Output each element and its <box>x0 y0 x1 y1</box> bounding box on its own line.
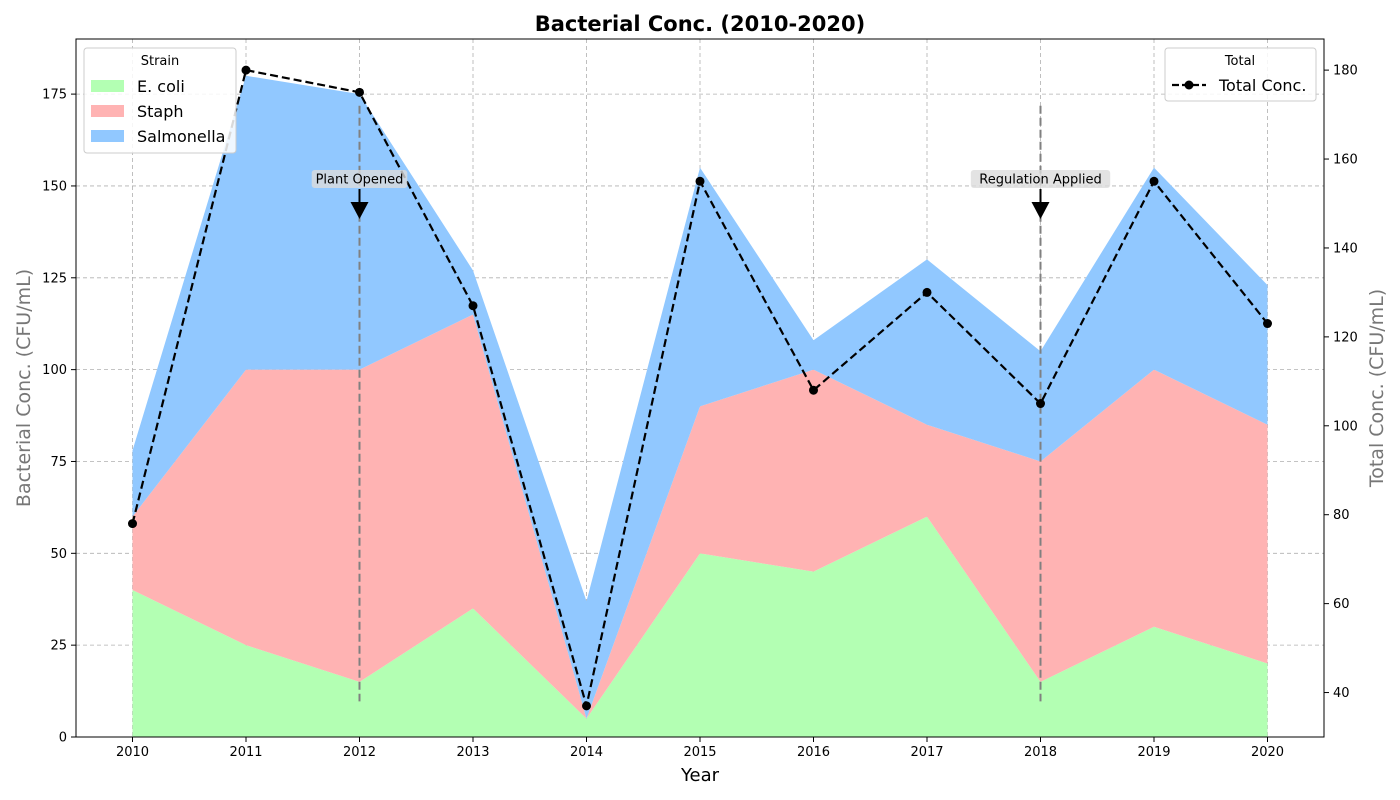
right-axis-label: Total Conc. (CFU/mL) <box>1366 289 1388 488</box>
left-axis-label: Bacterial Conc. (CFU/mL) <box>13 269 35 507</box>
total-legend-title: Total <box>1224 54 1255 69</box>
strain-legend: Strain E. coli Staph Salmonella <box>83 47 237 154</box>
x-tick-label-2013: 2013 <box>456 745 489 760</box>
x-tick-label-2015: 2015 <box>683 745 716 760</box>
annotation-label-plant-opened: Plant Opened <box>316 173 404 188</box>
left-tick-label-150: 150 <box>42 179 67 194</box>
right-tick-label-60: 60 <box>1333 597 1350 612</box>
total-legend-marker <box>1184 80 1194 90</box>
annotation-box-regulation-applied <box>970 170 1111 188</box>
total-point-2020 <box>1263 319 1272 329</box>
left-tick-label-50: 50 <box>50 547 67 562</box>
total-legend: Total Total Conc. <box>1164 47 1317 102</box>
chart-title: Bacterial Conc. (2010-2020) <box>535 12 865 36</box>
left-tick-label-25: 25 <box>50 639 67 654</box>
right-tick-label-120: 120 <box>1333 330 1358 345</box>
left-tick-label-175: 175 <box>42 88 67 103</box>
x-tick-label-2016: 2016 <box>797 745 830 760</box>
x-axis-ticks: 2010 2011 2012 2013 2014 2015 2016 2017 2018 2019… <box>116 737 1284 760</box>
area-staph <box>132 314 1268 719</box>
annotation-arrow-head-regulation-applied <box>1031 202 1050 219</box>
right-tick-label-100: 100 <box>1333 419 1358 434</box>
x-tick-label-2012: 2012 <box>343 745 376 760</box>
total-point-2013 <box>468 301 478 311</box>
area-e-coli <box>132 516 1268 737</box>
legend-swatch-salmonella <box>91 130 124 142</box>
x-tick-label-2011: 2011 <box>229 745 262 760</box>
total-line-group <box>128 65 1272 711</box>
strain-legend-box <box>83 47 237 154</box>
x-tick-label-2017: 2017 <box>910 745 943 760</box>
strain-legend-title: Strain <box>141 54 180 69</box>
area-salmonella <box>132 75 1268 719</box>
total-legend-box <box>1164 47 1317 102</box>
total-point-2014 <box>582 701 591 711</box>
left-axis-ticks: 0 25 50 75 100 125 150 175 <box>42 88 76 746</box>
annotations: Plant Opened Regulation Applied <box>311 170 1111 219</box>
x-tick-label-2014: 2014 <box>570 745 603 760</box>
right-tick-label-40: 40 <box>1333 686 1350 701</box>
legend-swatch-staph <box>91 105 124 117</box>
left-tick-label-100: 100 <box>42 363 67 378</box>
right-tick-label-80: 80 <box>1333 508 1350 523</box>
right-tick-label-140: 140 <box>1333 241 1358 256</box>
left-tick-label-0: 0 <box>59 731 67 746</box>
annotation-box-plant-opened <box>311 170 408 188</box>
total-point-2019 <box>1149 176 1159 186</box>
total-point-2017 <box>922 287 932 297</box>
left-tick-label-75: 75 <box>50 455 67 470</box>
legend-label-staph: Staph <box>137 102 184 121</box>
stacked-areas <box>132 75 1268 737</box>
x-tick-label-2019: 2019 <box>1137 745 1170 760</box>
right-axis-ticks: 40 60 80 100 120 140 160 180 <box>1324 64 1358 701</box>
x-tick-label-2020: 2020 <box>1251 745 1284 760</box>
right-tick-label-160: 160 <box>1333 153 1358 168</box>
total-point-2016 <box>809 385 818 395</box>
legend-label-salmonella: Salmonella <box>137 127 225 146</box>
right-tick-label-180: 180 <box>1333 64 1358 79</box>
total-legend-label: Total Conc. <box>1218 76 1306 95</box>
total-point-2018 <box>1036 399 1045 409</box>
annotation-arrow-head-plant-opened <box>350 202 369 219</box>
total-point-2011 <box>241 65 251 75</box>
x-axis-label: Year <box>680 765 720 786</box>
total-point-2010 <box>128 519 137 529</box>
x-tick-label-2018: 2018 <box>1024 745 1057 760</box>
total-point-2015 <box>695 176 705 186</box>
total-point-2012 <box>355 87 364 97</box>
left-tick-label-125: 125 <box>42 271 67 286</box>
legend-label-ecoli: E. coli <box>137 77 185 96</box>
x-tick-label-2010: 2010 <box>116 745 149 760</box>
annotation-label-regulation-applied: Regulation Applied <box>979 173 1101 188</box>
legend-swatch-ecoli <box>91 80 124 92</box>
